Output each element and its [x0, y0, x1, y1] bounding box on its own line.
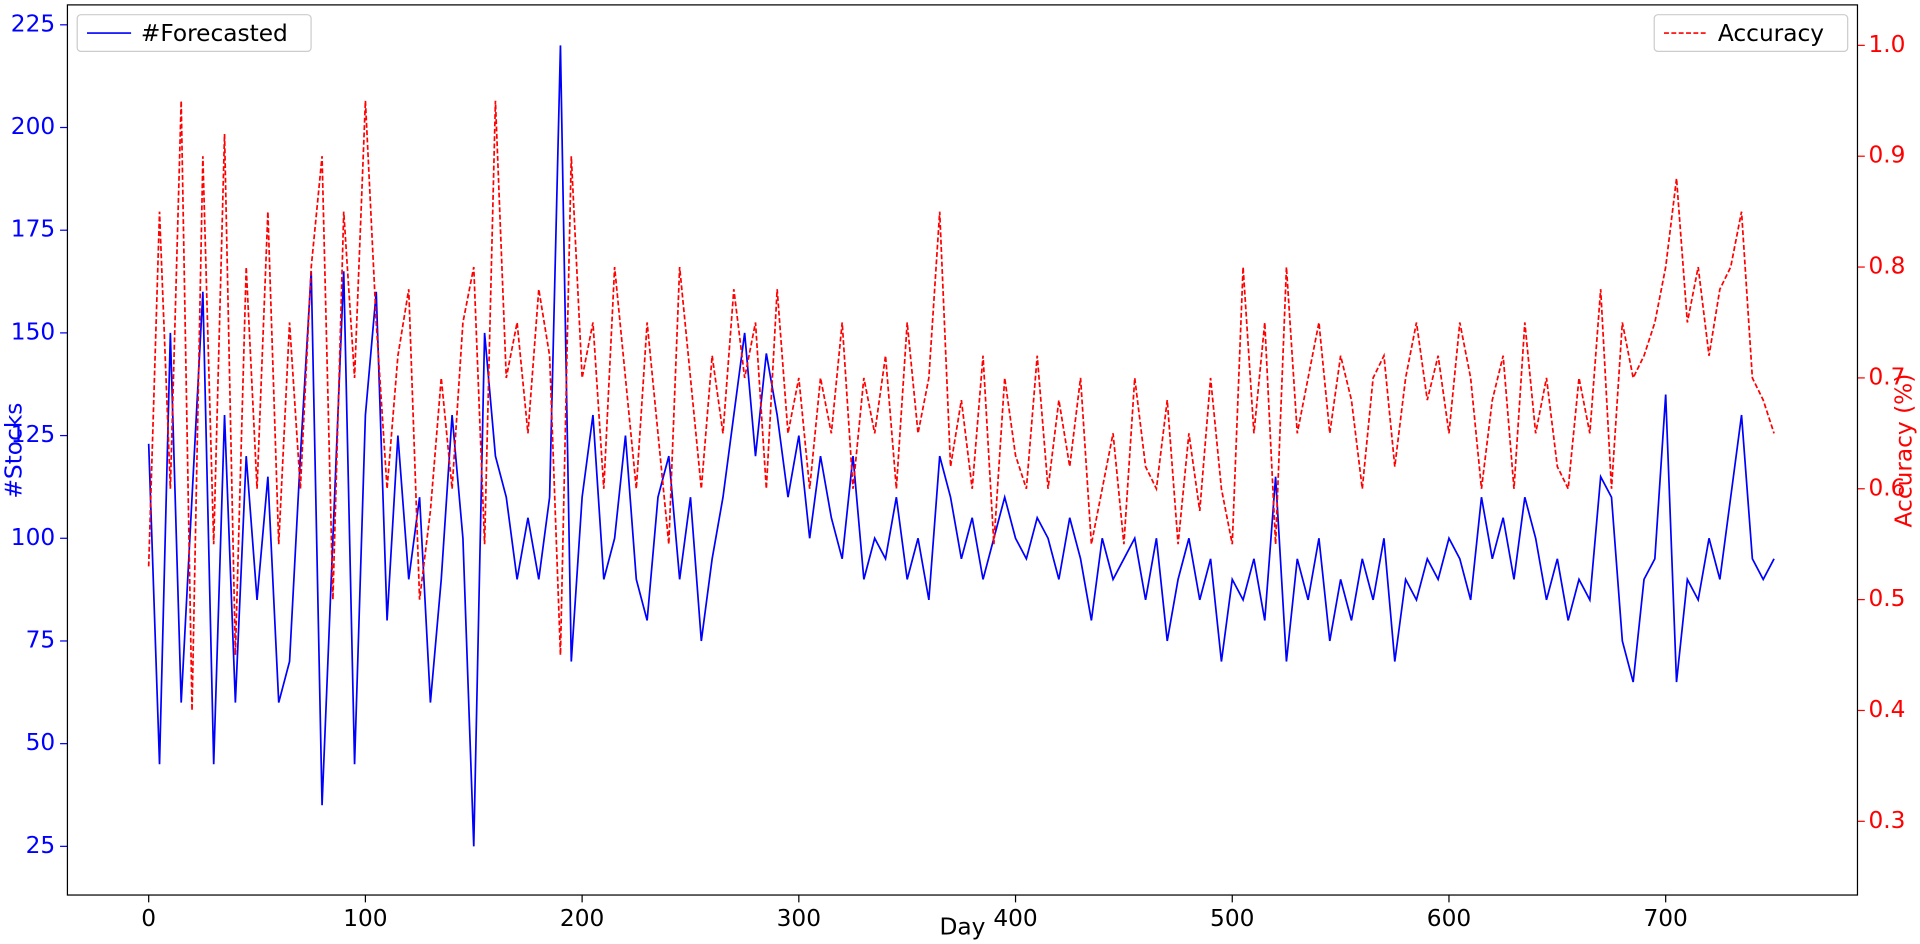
x-axis-label: Day	[939, 914, 985, 941]
y-tick-label: 50	[26, 729, 56, 756]
legend-box	[76, 14, 312, 53]
y2-tick-label: 1.0	[1868, 31, 1905, 58]
y2-tick-label: 0.5	[1868, 585, 1905, 612]
legend-box	[1653, 14, 1849, 53]
y-tick-label: 225	[11, 10, 55, 37]
y-tick-label: 25	[26, 832, 56, 859]
x-tick-label: 400	[993, 905, 1037, 932]
y-tick-label: 100	[11, 524, 55, 551]
y2-tick-label: 0.4	[1868, 696, 1905, 723]
series-line	[147, 45, 1775, 847]
legend-label: Accuracy	[1718, 20, 1824, 47]
y2-tick-label: 0.3	[1868, 807, 1905, 834]
y2-tick-label: 0.7	[1868, 363, 1905, 390]
y-tick-label: 200	[11, 113, 55, 140]
x-tick-label: 300	[777, 905, 821, 932]
plot-frame	[66, 4, 1859, 896]
y-axis-label: #Stocks	[0, 403, 27, 499]
x-tick-label: 500	[1210, 905, 1254, 932]
x-tick-label: 200	[560, 905, 604, 932]
x-tick-label: 0	[141, 905, 156, 932]
y2-tick-label: 0.9	[1868, 142, 1905, 169]
y-tick-label: 75	[26, 626, 56, 653]
legend: Accuracy	[1653, 14, 1849, 53]
y-tick-label: 150	[11, 318, 55, 345]
y-tick-label: 175	[11, 216, 55, 243]
y-tick-label: 125	[11, 421, 55, 448]
legend-label: #Forecasted	[141, 20, 288, 47]
y2-axis-label: Accuracy (%)	[1891, 374, 1918, 528]
y2-tick-label: 0.6	[1868, 474, 1905, 501]
x-tick-label: 600	[1427, 905, 1471, 932]
series-line	[147, 100, 1775, 711]
x-tick-label: 700	[1643, 905, 1687, 932]
x-tick-label: 100	[343, 905, 387, 932]
legend: #Forecasted	[76, 14, 312, 53]
y2-tick-label: 0.8	[1868, 253, 1905, 280]
